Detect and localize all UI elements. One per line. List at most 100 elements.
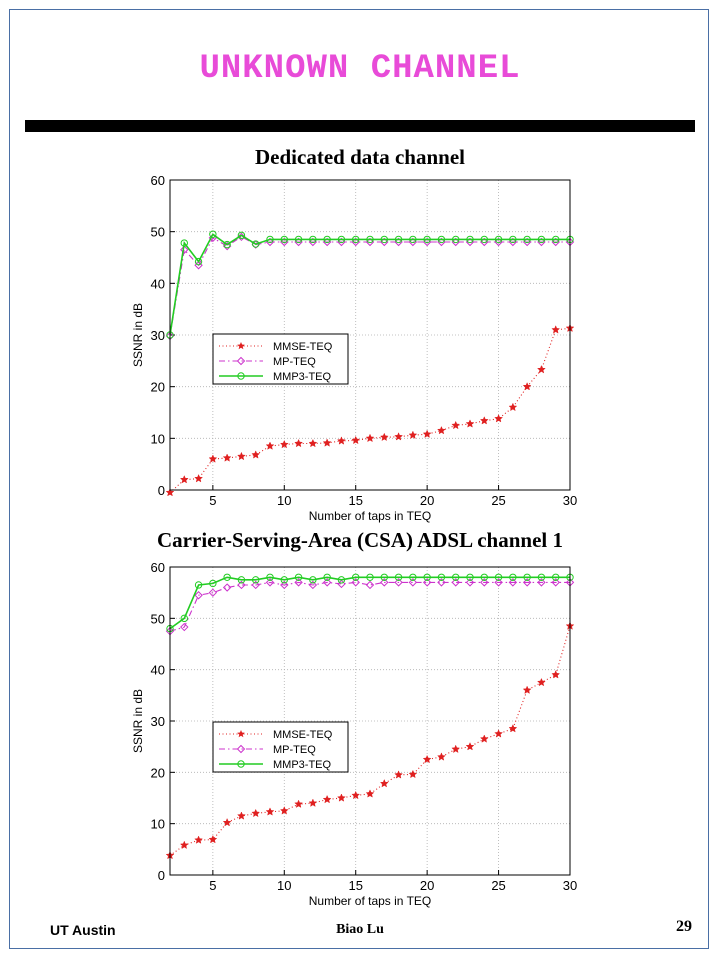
data-point-mmp3: [252, 240, 260, 248]
data-point-mmp3: [180, 239, 188, 247]
data-point-mmp3: [352, 235, 360, 244]
x-tick-label: 10: [277, 878, 291, 893]
data-point-mp: [494, 237, 503, 247]
data-point-mp: [408, 578, 418, 587]
data-point-mmse: [165, 487, 175, 496]
data-point-mmse: [251, 808, 261, 818]
data-point-mp: [551, 237, 560, 247]
data-point-mmp3: [309, 576, 317, 584]
y-tick-label: 50: [151, 225, 165, 240]
data-point-mp: [394, 578, 403, 587]
data-point-mmse: [479, 734, 489, 743]
data-point-mmse: [265, 441, 275, 450]
y-axis-label: SSNR in dB: [131, 689, 145, 753]
data-point-mp: [437, 578, 446, 587]
data-point-mmse: [365, 789, 375, 798]
y-tick-label: 50: [151, 611, 165, 626]
data-point-mmse: [508, 724, 518, 733]
y-tick-label: 60: [151, 560, 165, 575]
data-point-mmse: [522, 382, 532, 391]
data-point-mp: [451, 237, 460, 247]
data-point-mmse: [179, 475, 189, 484]
slide-frame: [9, 9, 709, 949]
data-point-mp: [380, 237, 389, 247]
data-point-mmse: [494, 414, 504, 423]
data-point-mp: [351, 237, 360, 247]
data-point-mmse: [194, 473, 204, 483]
data-point-mp: [222, 241, 232, 251]
data-point-mp: [351, 578, 360, 587]
data-point-mp: [422, 578, 432, 587]
data-point-mp: [451, 578, 460, 587]
data-point-mmp3: [494, 235, 503, 244]
data-point-mmse: [208, 454, 218, 463]
series-line-mp-teq: [169, 236, 570, 337]
data-point-mp: [308, 237, 318, 247]
data-point-mp: [280, 237, 289, 247]
data-point-mmse: [336, 436, 346, 445]
data-point-mmse: [208, 834, 218, 844]
data-point-mmp3: [209, 579, 217, 588]
data-point-mp: [337, 579, 346, 589]
data-point-mmse: [465, 419, 475, 428]
data-point-mmse: [379, 778, 389, 788]
y-tick-label: 20: [151, 765, 165, 780]
data-point-mmp3: [266, 573, 274, 581]
x-tick-label: 5: [209, 493, 216, 508]
legend: MMSE-TEQ MP-TEQ MMP3-TEQ: [212, 721, 349, 773]
data-point-mmse: [294, 438, 304, 448]
chart-dedicated-channel: 5 10 15 20 25 30 0 10 20 30 40 50 60 Number of taps i…: [131, 173, 577, 523]
data-point-mmse: [451, 744, 461, 754]
data-point-mp: [237, 232, 246, 242]
chart2-title: Carrier-Serving-Area (CSA) ADSL channel …: [157, 528, 563, 552]
data-point-mmse: [536, 364, 546, 374]
data-point-mmp3: [409, 235, 417, 244]
y-tick-label: 40: [151, 663, 165, 678]
data-point-mmp3: [509, 573, 517, 581]
x-tick-label: 20: [420, 878, 434, 893]
data-point-mp: [494, 578, 503, 587]
x-tick-label: 10: [277, 493, 291, 508]
data-point-mmp3: [237, 576, 246, 584]
data-point-mmp3: [323, 573, 331, 581]
data-point-mp: [294, 578, 303, 587]
y-tick-label: 0: [158, 868, 165, 883]
legend-marker-diamond: [236, 744, 246, 754]
data-point-mmp3: [309, 235, 317, 244]
x-axis-label: Number of taps in TEQ: [309, 894, 432, 908]
data-point-mp: [465, 578, 475, 587]
data-point-mmp3: [509, 235, 517, 244]
legend-label: MMP3-TEQ: [273, 759, 332, 771]
data-point-mmp3: [394, 573, 403, 581]
legend-label: MP-TEQ: [273, 356, 316, 368]
data-point-mp: [480, 578, 489, 587]
data-point-mp: [265, 578, 275, 587]
data-point-mp: [422, 237, 432, 247]
axes-frame: [169, 566, 571, 876]
data-point-mp: [365, 580, 375, 590]
data-point-mmse: [194, 835, 204, 844]
data-point-mp: [180, 622, 189, 632]
data-point-mmp3: [394, 235, 403, 244]
data-point-mmse: [308, 798, 318, 807]
data-point-mp: [365, 237, 375, 247]
data-point-mmse: [365, 433, 375, 443]
data-point-mp: [237, 580, 246, 590]
data-point-mmp3: [352, 573, 360, 581]
data-point-mp: [537, 237, 546, 247]
data-point-mmse: [465, 742, 475, 751]
axes-frame: [169, 179, 571, 491]
data-point-mp: [522, 237, 532, 247]
legend-label: MMSE-TEQ: [273, 729, 333, 741]
y-tick-label: 20: [151, 380, 165, 395]
data-point-mmse: [479, 416, 489, 425]
data-point-mmp3: [552, 573, 560, 581]
data-point-mmse: [222, 817, 232, 827]
footer-institution: UT Austin: [50, 922, 116, 938]
x-tick-label: 25: [491, 878, 505, 893]
data-point-mmse: [422, 429, 432, 438]
page-number: 29: [676, 918, 692, 935]
data-point-mmse: [422, 754, 432, 764]
legend-label: MP-TEQ: [273, 744, 316, 756]
y-tick-label: 30: [151, 328, 165, 343]
